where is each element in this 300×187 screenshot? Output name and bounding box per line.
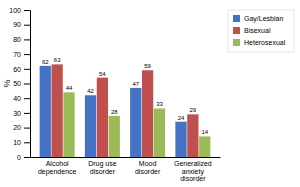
y-tick-label: 70	[13, 51, 21, 58]
chart-container: 0 10 20 30 40 50 60 70 80 90 100 Alcoholdependence D…	[0, 0, 300, 187]
y-tick: 60	[13, 66, 30, 73]
x-tick-label: Drug usedisorder	[88, 160, 117, 175]
x-tick-label-line: dependence	[38, 168, 77, 176]
bar	[63, 92, 74, 157]
legend-swatch	[233, 39, 240, 46]
legend-item: Heterosexual	[233, 39, 286, 46]
y-tick: 70	[13, 51, 30, 58]
y-tick-label: 30	[13, 110, 21, 117]
legend-swatch	[233, 15, 240, 22]
data-label: 14	[201, 129, 208, 135]
y-tick-label: 0	[17, 154, 21, 161]
data-label: 63	[54, 57, 61, 63]
bar	[142, 70, 153, 157]
x-tick: Mooddisorder	[135, 160, 161, 175]
y-tick-mark	[24, 84, 30, 85]
y-tick-mark	[24, 128, 30, 129]
y-axis-line	[24, 11, 31, 158]
x-axis: AlcoholdependenceDrug usedisorderMooddis…	[31, 158, 221, 183]
bar	[52, 64, 63, 157]
bar	[154, 108, 165, 157]
legend-item: Bisexual	[233, 27, 271, 34]
y-tick-label: 100	[9, 7, 21, 14]
x-tick-label: Alcoholdependence	[38, 160, 77, 176]
data-label: 54	[99, 71, 106, 77]
y-tick: 80	[13, 36, 30, 43]
data-label: 28	[111, 109, 118, 115]
y-tick-mark	[24, 25, 30, 26]
data-label: 42	[87, 88, 94, 94]
y-tick: 40	[13, 95, 30, 102]
chart-svg: 0 10 20 30 40 50 60 70 80 90 100 Alcoholdependence D…	[0, 0, 300, 187]
bar	[109, 116, 120, 157]
bar	[40, 66, 51, 157]
x-tick-label-line: Generalized	[174, 160, 212, 167]
x-tick: Generalizedanxietydisorder	[174, 160, 212, 182]
y-tick-label: 90	[13, 21, 21, 28]
bar	[187, 114, 198, 157]
y-tick-mark	[24, 10, 30, 11]
bar	[85, 95, 96, 157]
legend-label: Bisexual	[244, 27, 271, 34]
data-labels: 62 42 47 24 63 54 59 29 44 28 33 14	[42, 57, 209, 135]
y-tick-mark	[24, 39, 30, 40]
bar	[175, 122, 186, 157]
data-label: 44	[66, 85, 73, 91]
y-tick: 0	[17, 154, 30, 161]
x-axis-line	[31, 157, 221, 158]
y-tick-mark	[24, 54, 30, 55]
x-tick: Drug usedisorder	[88, 160, 117, 175]
x-tick-label-line: disorder	[90, 168, 116, 175]
y-tick-label: 20	[13, 124, 21, 131]
data-label: 24	[178, 115, 185, 121]
legend: Gay/Lesbian Bisexual Heterosexual	[228, 10, 294, 52]
y-tick: 20	[13, 124, 30, 131]
y-tick-label: 80	[13, 36, 21, 43]
y-tick-label: 60	[13, 66, 21, 73]
y-tick: 90	[13, 21, 30, 28]
x-tick-label-line: Mood	[139, 160, 157, 167]
bar	[199, 136, 210, 157]
x-tick-label: Generalizedanxietydisorder	[174, 160, 212, 182]
plot-area: 0 10 20 30 40 50 60 70 80 90 100 Alcoholdependence D…	[9, 7, 220, 183]
y-tick-label: 40	[13, 95, 21, 102]
data-label: 29	[190, 107, 197, 113]
legend-label: Heterosexual	[244, 39, 286, 46]
x-tick-label: Mooddisorder	[135, 160, 161, 175]
x-tick-label-line: disorder	[180, 175, 206, 182]
data-label: 33	[156, 101, 163, 107]
y-tick: 30	[13, 110, 30, 117]
data-label: 59	[144, 63, 151, 69]
x-tick-label-line: disorder	[135, 168, 161, 175]
y-tick-label: 10	[13, 139, 21, 146]
data-label: 62	[42, 59, 49, 65]
y-tick-mark	[24, 98, 30, 99]
y-tick-mark	[24, 69, 30, 70]
data-label: 47	[132, 81, 139, 87]
legend-item: Gay/Lesbian	[233, 15, 283, 23]
y-tick: 10	[13, 139, 30, 146]
y-tick-label: 50	[13, 80, 21, 87]
y-axis-title: %	[2, 79, 12, 87]
legend-frame	[228, 10, 294, 52]
y-tick: 50	[13, 80, 30, 87]
y-tick-mark	[24, 142, 30, 143]
legend-swatch	[233, 27, 240, 34]
y-axis: 0 10 20 30 40 50 60 70 80 90 100	[9, 7, 30, 161]
x-tick: Alcoholdependence	[38, 160, 77, 176]
bars	[40, 64, 211, 157]
legend-label: Gay/Lesbian	[244, 15, 283, 23]
bar	[97, 78, 108, 157]
bar	[130, 88, 141, 157]
y-tick-mark	[24, 157, 30, 158]
y-tick-mark	[24, 113, 30, 114]
x-tick-label-line: Alcohol	[46, 160, 69, 167]
y-tick: 100	[9, 7, 30, 14]
